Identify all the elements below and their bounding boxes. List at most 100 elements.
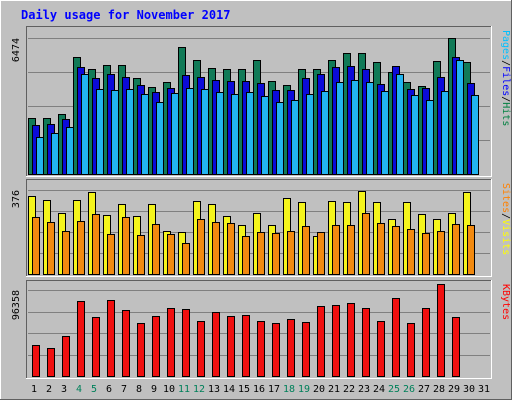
bar-visits-sites-day-28 bbox=[437, 231, 445, 275]
legend-separator: / bbox=[500, 60, 511, 66]
bar-kbytes-kbytes-day-14 bbox=[227, 316, 235, 377]
bar-kbytes-kbytes-day-8 bbox=[137, 323, 145, 377]
day-label-18: 18 bbox=[283, 384, 295, 395]
bar-hits-pages-day-30 bbox=[471, 95, 479, 175]
panel-hits-max-label: 6474 bbox=[11, 38, 22, 62]
day-label-11: 11 bbox=[178, 384, 190, 395]
legend-item-sites: Sites bbox=[500, 183, 511, 213]
bar-kbytes-kbytes-day-2 bbox=[47, 348, 55, 377]
bar-hits-pages-day-21 bbox=[336, 82, 344, 175]
bar-visits-sites-day-19 bbox=[302, 226, 310, 275]
day-label-21: 21 bbox=[328, 384, 340, 395]
bar-hits-pages-day-27 bbox=[426, 100, 434, 175]
bar-hits-pages-day-9 bbox=[156, 102, 164, 175]
bar-kbytes-kbytes-day-26 bbox=[407, 323, 415, 377]
panel-visits-max-label: 376 bbox=[11, 190, 22, 208]
bar-hits-pages-day-6 bbox=[111, 90, 119, 175]
bar-kbytes-kbytes-day-29 bbox=[452, 317, 460, 377]
bar-hits-pages-day-11 bbox=[186, 88, 194, 175]
bar-visits-sites-day-29 bbox=[452, 224, 460, 275]
bar-hits-pages-day-3 bbox=[66, 127, 74, 175]
bar-hits-pages-day-25 bbox=[396, 74, 404, 175]
day-label-28: 28 bbox=[433, 384, 445, 395]
bar-visits-sites-day-20 bbox=[317, 232, 325, 275]
legend-item-kbytes: KBytes bbox=[500, 284, 511, 320]
legend-item-visits: Visits bbox=[500, 219, 511, 255]
bar-hits-pages-day-8 bbox=[141, 94, 149, 175]
bar-hits-pages-day-12 bbox=[201, 89, 209, 175]
day-label-9: 9 bbox=[151, 384, 157, 395]
bar-kbytes-kbytes-day-20 bbox=[317, 306, 325, 377]
day-label-12: 12 bbox=[193, 384, 205, 395]
bar-kbytes-kbytes-day-25 bbox=[392, 298, 400, 377]
bar-hits-pages-day-4 bbox=[81, 74, 89, 175]
bar-hits-pages-day-17 bbox=[276, 102, 284, 175]
day-label-4: 4 bbox=[76, 384, 82, 395]
panel-kbytes-legend: KBytes bbox=[500, 284, 511, 320]
panel-visits: 376 Sites/Visits bbox=[11, 179, 511, 277]
legend-item-hits: Hits bbox=[500, 102, 511, 126]
bar-visits-sites-day-12 bbox=[197, 219, 205, 275]
bar-kbytes-kbytes-day-10 bbox=[167, 308, 175, 377]
day-label-14: 14 bbox=[223, 384, 235, 395]
bar-hits-pages-day-29 bbox=[456, 60, 464, 175]
bar-visits-sites-day-25 bbox=[392, 226, 400, 275]
day-label-22: 22 bbox=[343, 384, 355, 395]
bar-hits-pages-day-19 bbox=[306, 94, 314, 175]
day-label-10: 10 bbox=[163, 384, 175, 395]
day-label-1: 1 bbox=[31, 384, 37, 395]
bar-visits-sites-day-23 bbox=[362, 213, 370, 275]
day-label-13: 13 bbox=[208, 384, 220, 395]
bar-kbytes-kbytes-day-7 bbox=[122, 310, 130, 377]
bar-kbytes-kbytes-day-11 bbox=[182, 309, 190, 377]
bar-kbytes-kbytes-day-5 bbox=[92, 317, 100, 377]
day-label-27: 27 bbox=[418, 384, 430, 395]
bar-hits-pages-day-5 bbox=[96, 89, 104, 175]
bar-hits-pages-day-22 bbox=[351, 80, 359, 175]
bar-kbytes-kbytes-day-28 bbox=[437, 284, 445, 377]
day-label-6: 6 bbox=[106, 384, 112, 395]
day-label-24: 24 bbox=[373, 384, 385, 395]
bar-kbytes-kbytes-day-12 bbox=[197, 321, 205, 377]
panel-kbytes: 96358 KBytes bbox=[11, 280, 511, 379]
bar-visits-sites-day-26 bbox=[407, 229, 415, 275]
bar-kbytes-kbytes-day-22 bbox=[347, 303, 355, 377]
bar-hits-pages-day-13 bbox=[216, 92, 224, 175]
bar-visits-sites-day-27 bbox=[422, 233, 430, 275]
bar-hits-pages-day-10 bbox=[171, 93, 179, 175]
bar-visits-sites-day-21 bbox=[332, 225, 340, 275]
bar-hits-pages-day-7 bbox=[126, 89, 134, 175]
bar-visits-sites-day-15 bbox=[242, 236, 250, 275]
day-label-7: 7 bbox=[121, 384, 127, 395]
bar-visits-sites-day-22 bbox=[347, 225, 355, 275]
day-label-30: 30 bbox=[463, 384, 475, 395]
bar-kbytes-kbytes-day-24 bbox=[377, 321, 385, 377]
panel-hits-legend: Pages/Files/Hits bbox=[500, 30, 511, 126]
bar-kbytes-kbytes-day-15 bbox=[242, 315, 250, 377]
bar-hits-pages-day-28 bbox=[441, 91, 449, 175]
day-label-25: 25 bbox=[388, 384, 400, 395]
day-label-19: 19 bbox=[298, 384, 310, 395]
day-label-5: 5 bbox=[91, 384, 97, 395]
bar-visits-sites-day-8 bbox=[137, 235, 145, 275]
day-label-2: 2 bbox=[46, 384, 52, 395]
bar-hits-pages-day-24 bbox=[381, 91, 389, 175]
bar-visits-sites-day-13 bbox=[212, 222, 220, 275]
bar-hits-pages-day-26 bbox=[411, 95, 419, 175]
panel-visits-legend: Sites/Visits bbox=[500, 183, 511, 255]
panel-kbytes-max-label: 96358 bbox=[11, 290, 22, 320]
bar-kbytes-kbytes-day-23 bbox=[362, 308, 370, 377]
bar-kbytes-kbytes-day-3 bbox=[62, 336, 70, 377]
bar-visits-sites-day-11 bbox=[182, 243, 190, 275]
bar-hits-pages-day-14 bbox=[231, 94, 239, 175]
legend-separator: / bbox=[500, 96, 511, 102]
bar-kbytes-kbytes-day-27 bbox=[422, 308, 430, 377]
bar-hits-pages-day-18 bbox=[291, 100, 299, 175]
day-label-20: 20 bbox=[313, 384, 325, 395]
bar-hits-pages-day-20 bbox=[321, 91, 329, 175]
bar-visits-sites-day-5 bbox=[92, 214, 100, 275]
day-label-8: 8 bbox=[136, 384, 142, 395]
day-label-26: 26 bbox=[403, 384, 415, 395]
